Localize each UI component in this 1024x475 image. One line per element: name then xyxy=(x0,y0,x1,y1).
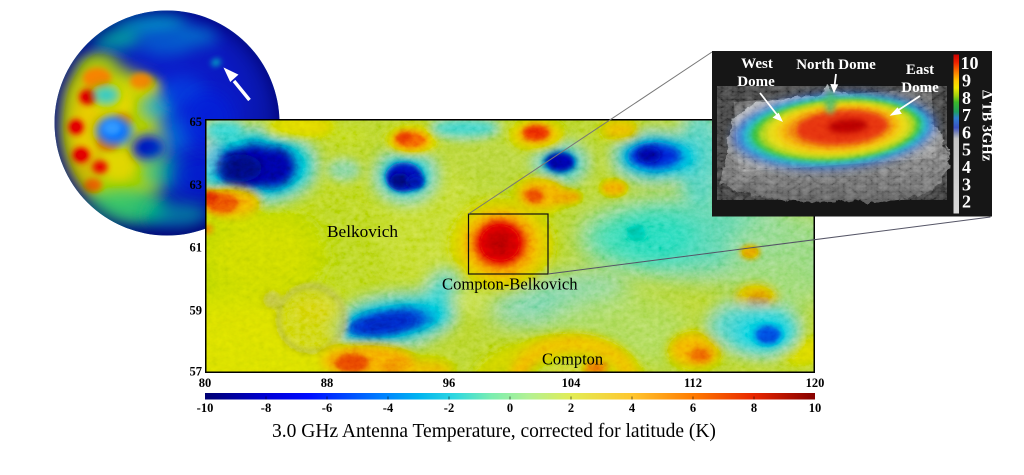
svg-text:Δ TB 3GHz: Δ TB 3GHz xyxy=(979,90,995,162)
svg-text:6: 6 xyxy=(962,122,971,142)
svg-text:6: 6 xyxy=(690,401,696,415)
svg-text:3.0 GHz Antenna Temperature, c: 3.0 GHz Antenna Temperature, corrected f… xyxy=(272,421,716,442)
svg-text:112: 112 xyxy=(684,376,702,390)
svg-text:8: 8 xyxy=(751,401,757,415)
svg-text:Dome: Dome xyxy=(737,74,775,90)
svg-text:-6: -6 xyxy=(322,401,332,415)
svg-text:0: 0 xyxy=(507,401,513,415)
svg-text:63: 63 xyxy=(190,178,203,192)
svg-text:61: 61 xyxy=(190,241,203,255)
svg-text:65: 65 xyxy=(190,115,203,129)
svg-text:-10: -10 xyxy=(197,401,214,415)
svg-text:-4: -4 xyxy=(383,401,394,415)
svg-text:Dome: Dome xyxy=(901,80,939,96)
svg-text:Belkovich: Belkovich xyxy=(327,222,398,241)
svg-text:8: 8 xyxy=(962,88,971,108)
svg-text:North Dome: North Dome xyxy=(796,57,876,73)
svg-text:West: West xyxy=(741,56,773,72)
svg-text:7: 7 xyxy=(962,105,971,125)
svg-text:9: 9 xyxy=(962,71,971,91)
svg-text:East: East xyxy=(906,62,934,78)
svg-text:120: 120 xyxy=(806,376,825,390)
svg-text:10: 10 xyxy=(809,401,822,415)
svg-text:3: 3 xyxy=(962,174,971,194)
svg-text:Compton: Compton xyxy=(542,350,603,369)
svg-text:5: 5 xyxy=(962,140,971,160)
svg-text:4: 4 xyxy=(629,401,636,415)
svg-text:104: 104 xyxy=(562,376,582,390)
svg-text:-8: -8 xyxy=(261,401,271,415)
svg-text:-2: -2 xyxy=(444,401,454,415)
svg-text:2: 2 xyxy=(962,192,971,212)
svg-text:88: 88 xyxy=(321,376,334,390)
svg-text:Compton-Belkovich: Compton-Belkovich xyxy=(442,275,578,294)
svg-text:80: 80 xyxy=(199,376,212,390)
svg-text:2: 2 xyxy=(568,401,574,415)
svg-text:4: 4 xyxy=(962,157,971,177)
svg-text:57: 57 xyxy=(190,365,203,379)
svg-text:10: 10 xyxy=(961,53,979,73)
svg-text:96: 96 xyxy=(443,376,456,390)
svg-text:59: 59 xyxy=(190,303,203,317)
